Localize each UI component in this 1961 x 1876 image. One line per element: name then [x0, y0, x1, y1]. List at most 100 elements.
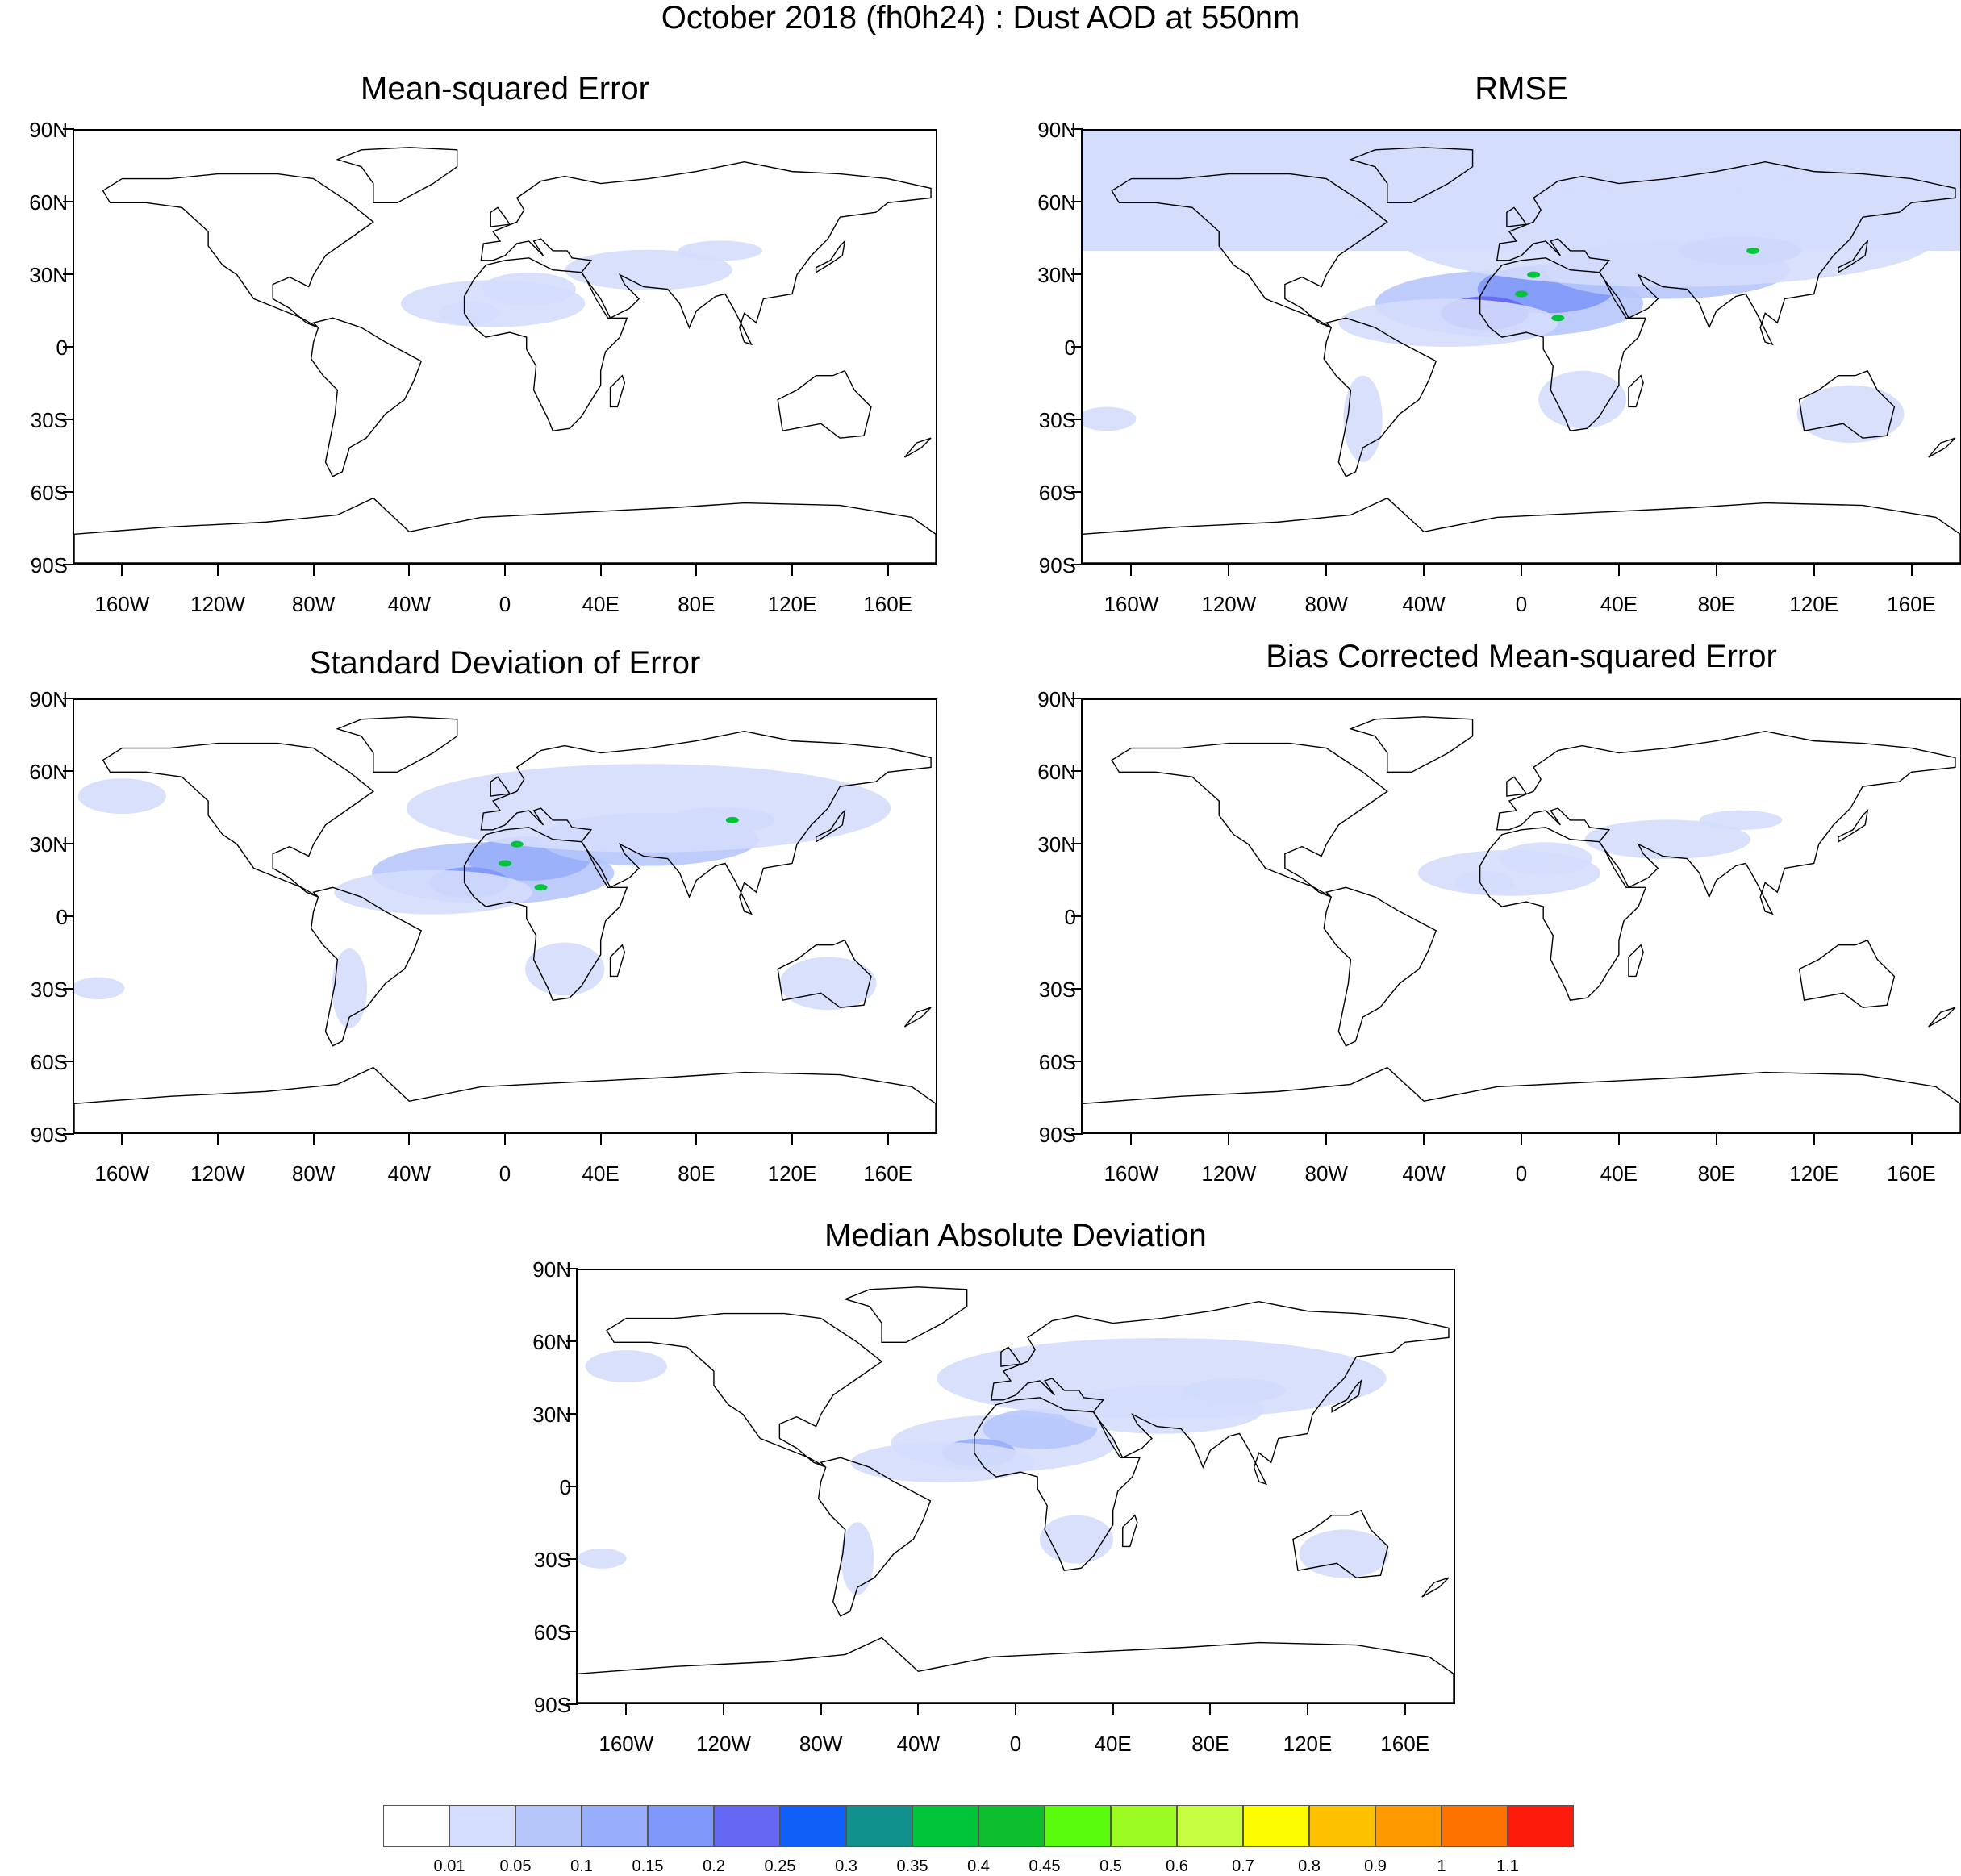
lat-tick-label: 90S: [30, 553, 68, 577]
lon-tick-label: 80E: [1697, 1161, 1735, 1186]
lat-tick-label: 60N: [29, 190, 68, 215]
lon-tick: [599, 565, 602, 576]
lat-tick: [566, 1703, 578, 1705]
lon-tick-label: 80W: [1304, 592, 1348, 616]
coastline: [578, 1636, 1454, 1703]
dust-blob: [1299, 1529, 1389, 1578]
coastline: [74, 497, 936, 563]
colorbar: [383, 1805, 1574, 1847]
coastline: [1349, 716, 1474, 773]
coastline: [777, 369, 872, 439]
lat-tick: [63, 1133, 74, 1135]
dust-peak: [1527, 271, 1541, 278]
dust-blob: [937, 1337, 1387, 1420]
lon-tick-label: 80E: [1191, 1732, 1229, 1756]
map-svg: [1083, 716, 1960, 1132]
lon-tick: [1130, 565, 1133, 576]
lon-tick-label: 160E: [1887, 592, 1936, 616]
lon-tick-label: 0: [1515, 592, 1528, 616]
lat-tick: [1071, 770, 1083, 772]
lat-tick-label: 90S: [1038, 553, 1076, 577]
coastline: [480, 730, 932, 915]
colorbar-label: 0.5: [1099, 1857, 1122, 1875]
lat-tick: [63, 988, 74, 990]
lon-tick: [1617, 565, 1620, 576]
lat-tick: [566, 1558, 578, 1560]
coastline: [815, 239, 846, 273]
lat-tick: [1071, 419, 1083, 420]
lat-tick: [63, 1061, 74, 1062]
lat-tick-label: 90S: [533, 1693, 571, 1717]
lon-tick-label: 40E: [1600, 1161, 1638, 1186]
coastline: [1331, 1378, 1362, 1413]
lat-tick-label: 30N: [1037, 263, 1076, 287]
coastline: [1628, 944, 1644, 978]
lon-tick: [1715, 1134, 1717, 1145]
lat-tick: [1071, 273, 1083, 275]
figure-title: October 2018 (fh0h24) : Dust AOD at 550n…: [661, 0, 1300, 35]
lon-tick-label: 0: [499, 1161, 511, 1186]
lon-tick: [1715, 565, 1717, 576]
lat-tick: [63, 698, 74, 699]
lat-tick: [63, 201, 74, 202]
lat-tick-label: 30S: [30, 978, 68, 1002]
lon-tick: [695, 565, 698, 576]
lon-tick-label: 80E: [678, 1161, 716, 1186]
lon-tick: [1228, 565, 1230, 576]
lat-tick: [1071, 201, 1083, 202]
lon-tick: [217, 1134, 219, 1145]
lon-tick: [1130, 1134, 1133, 1145]
lon-tick-label: 40W: [387, 592, 432, 616]
lon-tick-label: 160E: [1887, 1161, 1936, 1186]
dust-peak: [1746, 247, 1760, 254]
lon-tick-label: 120E: [1789, 1161, 1839, 1186]
lon-tick-label: 40E: [1600, 592, 1638, 616]
coastline: [1323, 317, 1437, 477]
dust-blob: [77, 778, 166, 815]
lat-tick: [63, 915, 74, 917]
lon-tick: [1209, 1704, 1212, 1715]
coastline: [1838, 808, 1869, 843]
dust-blob: [482, 272, 576, 306]
lat-tick-label: 60S: [1038, 481, 1076, 505]
lon-tick-label: 120E: [767, 592, 817, 616]
lat-tick-label: 60N: [1037, 190, 1076, 215]
lon-tick-label: 160E: [863, 1161, 913, 1186]
lon-tick: [1423, 565, 1425, 576]
coastline: [1506, 206, 1528, 227]
colorbar-swatch: [1508, 1805, 1574, 1847]
lon-tick-label: 160W: [94, 1161, 150, 1186]
lat-tick: [566, 1340, 578, 1342]
coastline: [609, 374, 626, 408]
dust-blob: [578, 1548, 627, 1569]
coastline: [1083, 1066, 1960, 1132]
dust-blob: [1796, 385, 1905, 444]
dust-blob: [779, 957, 877, 1011]
colorbar-swatch: [1177, 1805, 1243, 1847]
colorbar-label: 0.8: [1298, 1857, 1321, 1875]
lon-tick: [312, 565, 315, 576]
lat-tick-label: 30S: [533, 1548, 571, 1572]
colorbar-label: 0.25: [764, 1857, 796, 1875]
lon-tick-label: 120W: [190, 1161, 245, 1186]
dust-blob: [1454, 871, 1515, 894]
coastline: [817, 1457, 932, 1617]
colorbar-label: 0.7: [1232, 1857, 1254, 1875]
dust-peak: [499, 860, 511, 867]
coastline: [903, 437, 932, 458]
lat-tick: [63, 419, 74, 420]
coastline: [1479, 827, 1647, 1001]
lat-tick-label: 60S: [533, 1620, 571, 1645]
lat-tick-label: 90N: [29, 687, 68, 711]
lon-tick-label: 0: [1515, 1161, 1528, 1186]
lat-tick: [63, 770, 74, 772]
colorbar-label: 0.1: [570, 1857, 593, 1875]
lon-tick-label: 80W: [291, 1161, 336, 1186]
dust-blob: [1584, 819, 1751, 860]
dust-blob: [1699, 810, 1783, 831]
lon-tick-label: 80W: [799, 1732, 843, 1756]
colorbar-swatch: [1111, 1805, 1177, 1847]
dust-blob: [1083, 207, 1180, 246]
coastline: [606, 1312, 883, 1468]
coastline: [974, 1397, 1141, 1571]
